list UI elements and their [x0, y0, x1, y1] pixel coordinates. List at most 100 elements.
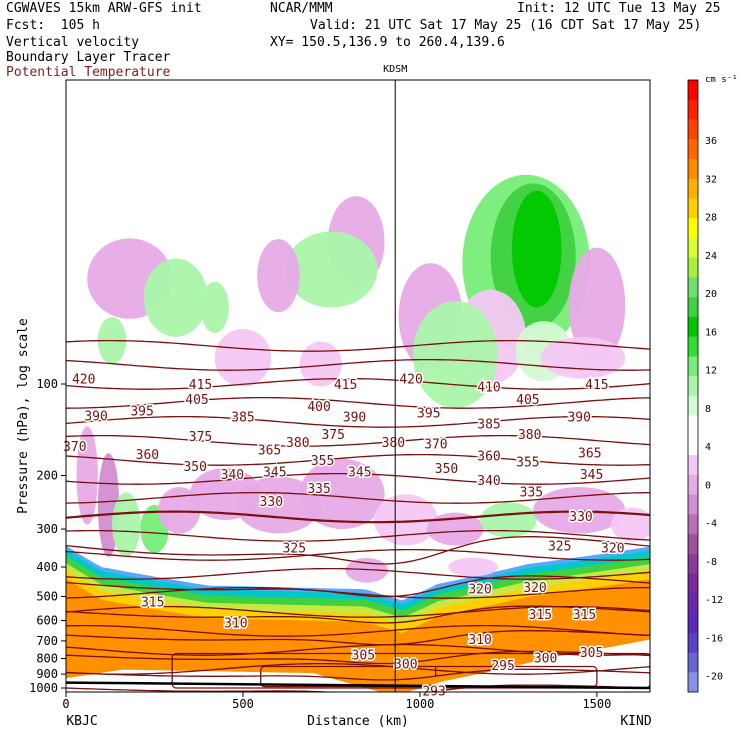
- theta-315: [66, 650, 650, 665]
- vv-blob-19: [76, 426, 98, 525]
- theta-label-40: 325: [283, 542, 306, 557]
- colorbar-label-5: 16: [705, 327, 717, 338]
- theta-label-4: 410: [477, 381, 500, 396]
- vv-blob-5: [143, 258, 208, 337]
- vv-blob-22: [158, 487, 201, 534]
- colorbar-label-11: -8: [705, 557, 717, 568]
- colorbar-swatch-9: [688, 257, 698, 278]
- theta-label-17: 375: [321, 428, 344, 443]
- colorbar-label-12: -12: [705, 595, 723, 606]
- theta-label-27: 365: [578, 447, 601, 462]
- theta-label-11: 385: [231, 411, 254, 426]
- theta-label-39: 330: [569, 510, 592, 525]
- y-tick-label-6: 700: [36, 634, 58, 648]
- marker-station-label: KDSM: [383, 64, 407, 75]
- colorbar-swatch-8: [688, 237, 698, 259]
- theta-405: [66, 415, 650, 428]
- theta-label-52: 300: [394, 657, 417, 672]
- x-tick-label-2: 1000: [405, 697, 434, 711]
- theta-label-29: 350: [435, 462, 458, 477]
- theta-305: [66, 684, 650, 692]
- theta-label-46: 315: [529, 608, 552, 623]
- theta-label-31: 340: [221, 468, 244, 483]
- vv-blob-26: [373, 494, 438, 546]
- colorbar-label-1: 32: [705, 174, 717, 185]
- colorbar-label-10: -4: [705, 519, 717, 530]
- theta-label-19: 370: [63, 440, 86, 455]
- theta-label-53: 300: [534, 652, 557, 667]
- colorbar-label-3: 24: [705, 251, 717, 262]
- shading-layer: [66, 174, 650, 692]
- colorbar-swatch-29: [688, 652, 698, 673]
- theta-label-45: 315: [141, 596, 164, 611]
- theta-410: [66, 396, 650, 409]
- theta-label-6: 405: [185, 393, 208, 408]
- theta-400: [66, 434, 650, 447]
- theta-label-43: 320: [468, 582, 491, 597]
- colorbar-swatch-20: [688, 474, 698, 495]
- vv-blob-6: [285, 231, 378, 308]
- theta-label-0: 420: [72, 373, 95, 388]
- vv-blob-31: [448, 557, 498, 577]
- theta-label-13: 395: [417, 406, 440, 421]
- colorbar: cm s⁻¹ 36 32 28 24 20 16 12 8 4 0 -4 -8 -12 -16 -20: [687, 75, 738, 693]
- xy-range: XY= 150.5,136.9 to 260.4,139.6: [270, 35, 505, 50]
- theta-label-1: 415: [189, 378, 212, 393]
- colorbar-swatch-21: [688, 494, 698, 515]
- center-name: NCAR/MMM: [270, 1, 333, 16]
- theta-label-47: 315: [573, 608, 596, 623]
- colorbar-label-14: -20: [705, 672, 723, 683]
- theta-label-15: 390: [567, 411, 590, 426]
- colorbar-label-13: -16: [705, 633, 723, 644]
- colorbar-swatch-17: [688, 415, 698, 436]
- field-vertical-velocity: Vertical velocity: [6, 35, 140, 50]
- x-tick-label-1: 500: [232, 697, 254, 711]
- y-axis-label: Pressure (hPa), log scale: [16, 318, 31, 514]
- theta-label-48: 310: [224, 617, 247, 632]
- theta-label-38: 330: [260, 495, 283, 510]
- theta-label-54: 295: [491, 659, 514, 674]
- theta-390: [66, 472, 650, 485]
- forecast-hour: Fcst: 105 h: [6, 18, 100, 33]
- theta-label-49: 310: [468, 633, 491, 648]
- colorbar-swatch-7: [688, 218, 698, 239]
- vv-blob-10: [412, 301, 498, 408]
- colorbar-swatch-14: [688, 356, 698, 377]
- theta-310: [66, 668, 650, 681]
- y-tick-label-5: 600: [36, 614, 58, 628]
- colorbar-frame: [687, 79, 699, 693]
- y-tick-label-1: 200: [36, 469, 58, 483]
- theta-contours: [66, 339, 650, 692]
- colorbar-swatch-30: [688, 672, 698, 693]
- y-tick-label-4: 500: [36, 589, 58, 603]
- theta-335: [66, 536, 650, 565]
- axes: 0 500 1000 1500 Distance (km) KBJC KIND 100 200 3…: [16, 318, 652, 729]
- colorbar-swatch-15: [688, 376, 698, 397]
- vv-blob-12: [200, 281, 229, 333]
- theta-label-20: 380: [286, 436, 309, 451]
- ground-line: [66, 681, 650, 690]
- theta-365: [66, 567, 650, 580]
- theta-350: [66, 624, 650, 637]
- theta-label-5: 415: [585, 378, 608, 393]
- theta-370: [66, 548, 650, 561]
- colorbar-label-0: 36: [705, 136, 717, 147]
- y-tick-label-3: 400: [36, 560, 58, 574]
- theta-label-10: 395: [130, 404, 153, 419]
- init-time: Init: 12 UTC Tue 13 May 25: [517, 1, 721, 16]
- colorbar-label-7: 8: [705, 404, 711, 415]
- theta-340: [66, 662, 650, 675]
- theta-label-2: 415: [334, 378, 357, 393]
- theta-label-23: 365: [258, 443, 281, 458]
- vv-blob-8: [568, 247, 626, 363]
- colorbar-swatch-3: [688, 139, 698, 160]
- colorbar-swatch-10: [688, 277, 698, 298]
- colorbar-swatch-13: [688, 336, 698, 357]
- colorbar-swatch-19: [688, 455, 698, 476]
- y-tick-label-0: 100: [36, 377, 58, 391]
- theta-label-32: 345: [263, 466, 286, 481]
- vv-blob-25: [299, 458, 385, 530]
- terrain-fill: [66, 639, 650, 692]
- theta-label-8: 405: [516, 393, 539, 408]
- theta-label-35: 340: [477, 474, 500, 489]
